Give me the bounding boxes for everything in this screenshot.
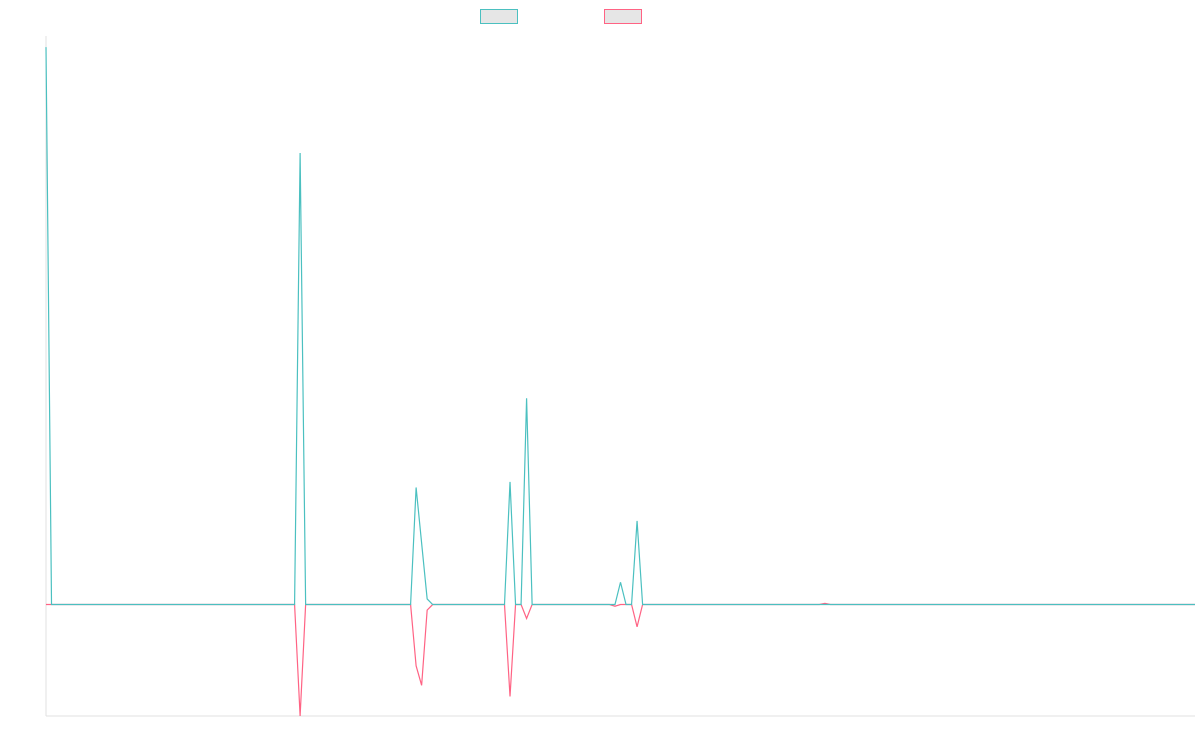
series-line-1 xyxy=(45,47,1195,606)
series-line-2 xyxy=(46,602,1195,717)
legend xyxy=(0,9,1200,27)
legend-item-series-2[interactable] xyxy=(604,9,648,24)
legend-swatch-series-2 xyxy=(604,9,642,24)
legend-item-series-1[interactable] xyxy=(480,9,524,24)
legend-swatch-series-1 xyxy=(480,9,518,24)
series-layer xyxy=(45,47,1195,717)
